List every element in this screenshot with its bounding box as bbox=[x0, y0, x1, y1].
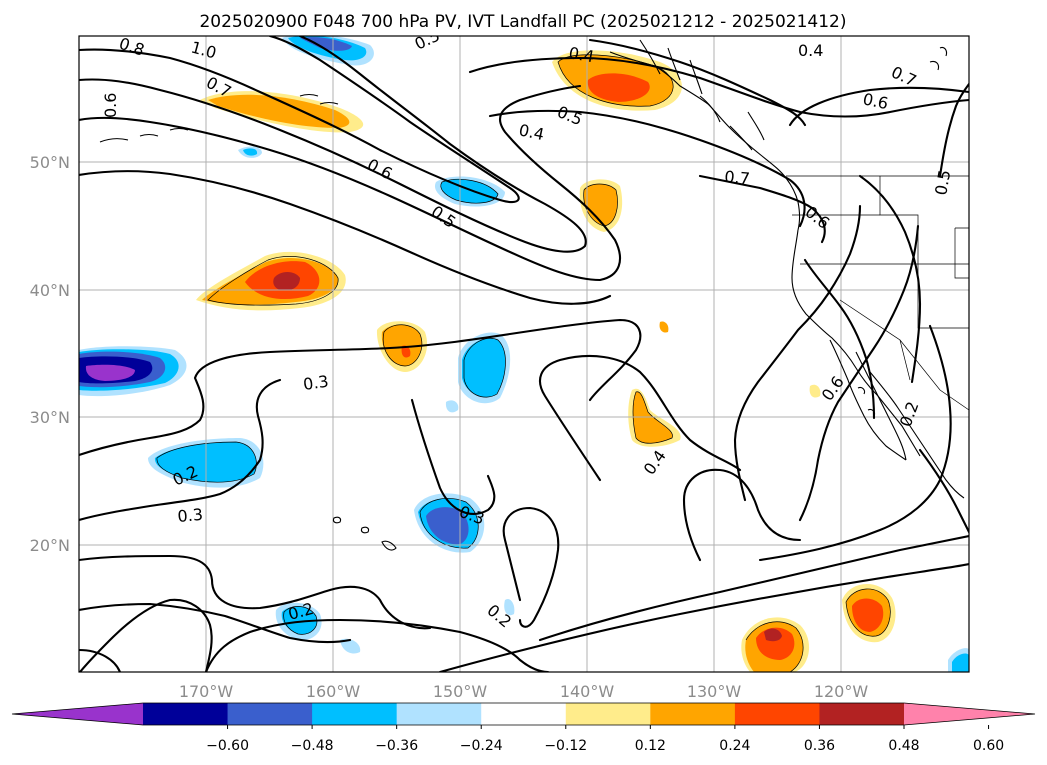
colorbar-tick-label: −0.36 bbox=[375, 738, 418, 754]
contour-label: 0.4 bbox=[517, 120, 546, 144]
contour-label: 0.3 bbox=[177, 505, 204, 526]
contour-label: 0.4 bbox=[567, 43, 595, 66]
colorbar-segment bbox=[396, 703, 482, 725]
colorbar-tick-label: 0.48 bbox=[888, 738, 919, 754]
contour-label: 0.3 bbox=[302, 372, 330, 394]
colorbar-outline bbox=[11, 702, 1036, 726]
lon-label: 140°W bbox=[560, 682, 615, 701]
lon-label: 150°W bbox=[433, 682, 488, 701]
contour-label: 0.4 bbox=[798, 41, 823, 60]
longitude-labels: 170°W 160°W 150°W 140°W 130°W 120°W bbox=[179, 682, 869, 701]
colorbar-segment bbox=[227, 703, 313, 725]
lon-label: 170°W bbox=[179, 682, 234, 701]
colorbar-extend-high bbox=[904, 703, 1035, 725]
colorbar-segment bbox=[143, 703, 229, 725]
colorbar-segment bbox=[565, 703, 651, 725]
lon-label: 160°W bbox=[306, 682, 361, 701]
colorbar-segment bbox=[481, 703, 567, 725]
contour-label: 0.5 bbox=[931, 168, 954, 196]
lat-label: 40°N bbox=[30, 281, 70, 300]
map-frame bbox=[78, 35, 970, 673]
contour-label: 0.6 bbox=[101, 93, 120, 118]
colorbar-tick-label: 0.12 bbox=[635, 738, 666, 754]
colorbar-tick-label: 0.60 bbox=[973, 738, 1004, 754]
lat-label: 50°N bbox=[30, 153, 70, 172]
contour-label: 0.8 bbox=[117, 34, 147, 60]
lon-label: 120°W bbox=[814, 682, 869, 701]
contour-label: 0.7 bbox=[724, 167, 751, 188]
colorbar-tick-label: −0.24 bbox=[460, 738, 503, 754]
lat-label: 30°N bbox=[30, 408, 70, 427]
colorbar-segment bbox=[819, 703, 905, 725]
colorbar-tick-label: 0.24 bbox=[719, 738, 750, 754]
colorbar-segment bbox=[312, 703, 398, 725]
colorbar: −0.60 −0.48 −0.36 −0.24 −0.12 0.12 0.24 0.36 0.4… bbox=[11, 702, 1036, 754]
lon-label: 130°W bbox=[687, 682, 742, 701]
pv-line-contours bbox=[79, 36, 969, 672]
map-background bbox=[79, 36, 969, 672]
map-title: 2025020900 F048 700 hPa PV, IVT Landfall… bbox=[199, 12, 846, 32]
colorbar-tick-label: 0.36 bbox=[804, 738, 835, 754]
colorbar-tick-label: −0.48 bbox=[291, 738, 334, 754]
colorbar-segment bbox=[650, 703, 736, 725]
colorbar-extend-low bbox=[12, 703, 143, 725]
lat-label: 20°N bbox=[30, 536, 70, 555]
latitude-labels: 50°N 40°N 30°N 20°N bbox=[30, 153, 70, 555]
colorbar-tick-label: −0.12 bbox=[544, 738, 587, 754]
colorbar-segment bbox=[734, 703, 820, 725]
graticule bbox=[79, 36, 969, 672]
pv-outline-contours bbox=[156, 54, 891, 672]
contour-label: 0.6 bbox=[861, 89, 890, 113]
colorbar-tick-label: −0.60 bbox=[206, 738, 249, 754]
